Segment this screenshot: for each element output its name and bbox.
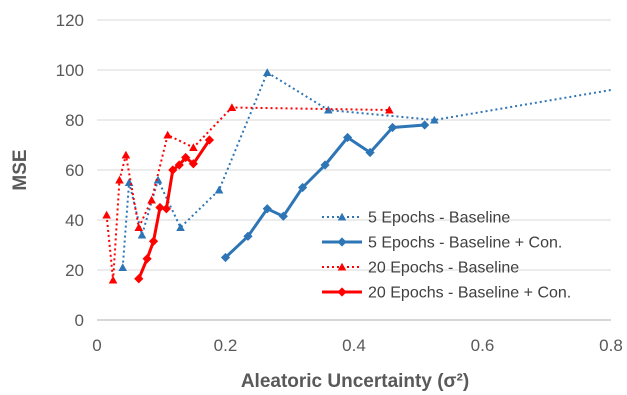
tick-labels: 0 20 40 60 80 100 120 0 0.2 0.4 0.6 0.8 <box>56 11 623 355</box>
series-line <box>121 71 612 268</box>
data-point <box>420 120 430 130</box>
data-point <box>320 160 330 170</box>
data-point <box>142 254 152 264</box>
data-point <box>174 160 184 170</box>
legend: 5 Epochs - Baseline 5 Epochs - Baseline +… <box>322 210 571 302</box>
data-point <box>115 175 124 184</box>
legend-label: 20 Epochs - Baseline + Con. <box>368 285 571 302</box>
series-line <box>224 123 425 259</box>
data-point <box>155 202 165 213</box>
data-point <box>188 159 198 169</box>
data-point <box>176 223 185 231</box>
legend-label: 20 Epochs - Baseline <box>368 260 519 277</box>
data-point <box>189 143 198 151</box>
data-point <box>134 223 144 231</box>
data-point <box>298 182 308 193</box>
y-tick-label: 100 <box>56 61 84 80</box>
series-3 <box>102 103 394 284</box>
series-layer <box>102 68 612 284</box>
data-point <box>220 252 231 263</box>
series-1 <box>118 68 612 271</box>
y-tick-label: 120 <box>56 11 84 30</box>
legend-entry-3: 20 Epochs - Baseline <box>322 260 519 277</box>
data-point <box>278 211 288 221</box>
x-axis-title: Aleatoric Uncertainty (σ²) <box>241 371 469 392</box>
data-point <box>214 185 224 194</box>
series-2 <box>220 120 430 263</box>
y-axis-title: MSE <box>10 149 31 190</box>
data-point <box>153 175 163 184</box>
data-point <box>181 152 191 163</box>
x-tick-label: 0.2 <box>214 336 238 355</box>
data-point <box>102 210 111 219</box>
x-tick-label: 0.8 <box>599 336 623 355</box>
legend-swatch-marker <box>337 287 347 297</box>
series-4 <box>134 135 215 284</box>
legend-swatch-marker <box>337 212 347 221</box>
x-tick-label: 0.4 <box>342 336 366 355</box>
data-point <box>134 274 144 284</box>
x-tick-label: 0 <box>92 336 101 355</box>
data-point <box>163 130 172 139</box>
data-point <box>204 135 215 145</box>
legend-swatch-marker <box>337 262 347 271</box>
y-tick-label: 20 <box>65 261 84 280</box>
y-tick-label: 40 <box>65 211 84 230</box>
legend-label: 5 Epochs - Baseline <box>368 210 510 227</box>
gridlines <box>97 19 611 271</box>
data-point <box>430 115 439 124</box>
data-point <box>147 195 156 204</box>
data-point <box>161 204 171 214</box>
series-line <box>105 106 390 281</box>
y-tick-label: 80 <box>65 111 84 130</box>
data-point <box>385 105 394 114</box>
data-point <box>168 165 178 175</box>
legend-swatch-marker <box>337 237 347 247</box>
data-point <box>118 263 127 271</box>
data-point <box>137 230 147 239</box>
data-point <box>262 204 272 214</box>
y-tick-label: 60 <box>65 161 84 180</box>
data-point <box>342 132 353 143</box>
data-point <box>108 275 118 284</box>
x-tick-label: 0.6 <box>471 336 495 355</box>
data-point <box>243 231 253 241</box>
data-point <box>387 122 398 133</box>
data-point <box>121 150 131 159</box>
legend-entry-1: 5 Epochs - Baseline <box>322 210 510 227</box>
legend-label: 5 Epochs - Baseline + Con. <box>368 235 562 252</box>
data-point <box>227 103 237 111</box>
legend-entry-2: 5 Epochs - Baseline + Con. <box>322 235 562 252</box>
data-point <box>365 147 375 158</box>
data-point <box>262 68 272 76</box>
data-point <box>148 236 159 246</box>
y-tick-label: 0 <box>75 311 84 330</box>
series-line <box>137 139 211 280</box>
data-point <box>324 105 333 114</box>
legend-entry-4: 20 Epochs - Baseline + Con. <box>322 285 571 302</box>
